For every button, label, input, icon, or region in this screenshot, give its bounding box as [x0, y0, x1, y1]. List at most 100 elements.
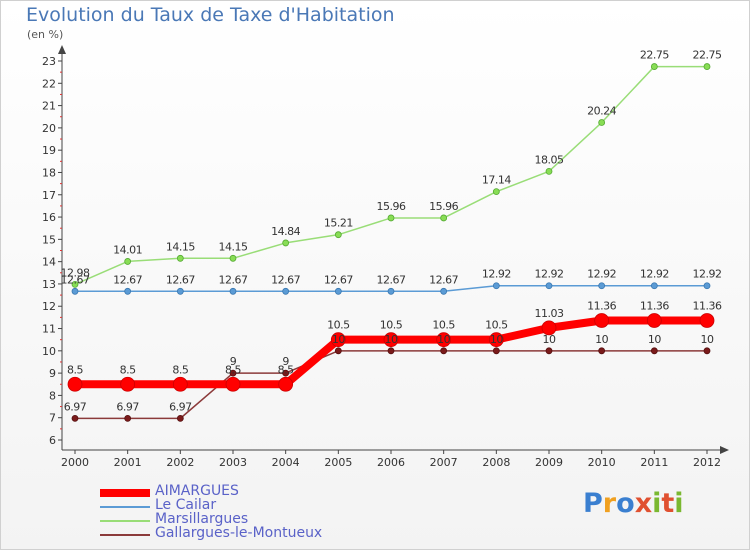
data-point	[71, 280, 79, 288]
x-tick-label: 2001	[114, 456, 142, 469]
y-tick-label: 7	[49, 412, 56, 425]
data-label: 10	[385, 333, 398, 346]
logo-letter: P	[583, 488, 603, 519]
y-tick-label: 9	[49, 367, 56, 380]
data-point	[594, 313, 610, 328]
data-label: 18.05	[535, 153, 564, 166]
data-point	[541, 320, 557, 336]
data-label: 12.67	[429, 273, 458, 286]
data-label: 14.01	[113, 243, 142, 256]
proxiti-logo: Proxiti	[583, 488, 684, 519]
data-point	[387, 287, 395, 295]
data-label: 12.67	[271, 273, 300, 286]
data-label: 10	[437, 333, 450, 346]
data-point	[703, 63, 711, 70]
data-point	[440, 214, 448, 222]
x-tick-label: 2012	[693, 456, 721, 469]
legend-swatch	[100, 520, 150, 522]
y-tick-label: 21	[42, 100, 56, 113]
logo-letter: i	[652, 488, 662, 519]
data-label: 11.36	[693, 300, 722, 313]
legend-label: Le Cailar	[155, 497, 217, 513]
x-tick-label: 2005	[324, 456, 352, 469]
data-label: 6.97	[64, 400, 87, 413]
logo-letter: t	[661, 488, 675, 519]
logo-letter: i	[674, 488, 684, 519]
y-tick-label: 20	[42, 122, 56, 135]
data-point	[387, 347, 395, 355]
data-label: 11.03	[535, 307, 564, 320]
x-tick-label: 2007	[430, 456, 458, 469]
data-point	[334, 287, 342, 295]
data-label: 10	[701, 333, 714, 346]
legend-label: Gallargues-le-Montueux	[155, 525, 323, 541]
data-point	[225, 376, 241, 392]
legend-swatch	[100, 489, 150, 497]
data-label: 9	[282, 355, 289, 368]
y-tick-label: 23	[42, 55, 56, 68]
data-point	[436, 332, 452, 348]
y-tick-label: 13	[42, 278, 56, 291]
data-label: 10	[490, 333, 503, 346]
data-label: 10.5	[485, 319, 508, 332]
data-label: 15.96	[377, 200, 406, 213]
data-point	[492, 347, 500, 355]
data-label: 8.5	[67, 363, 83, 376]
logo-letter: o	[616, 488, 635, 519]
data-label: 14.15	[219, 240, 248, 253]
data-label: 8.5	[120, 363, 136, 376]
data-point	[282, 287, 290, 295]
x-tick-label: 2010	[588, 456, 616, 469]
logo-letter: x	[634, 488, 653, 519]
data-point	[545, 282, 553, 290]
data-label: 12.98	[61, 266, 90, 279]
data-label: 8.5	[172, 363, 188, 376]
data-point	[650, 63, 658, 70]
data-label: 20.24	[587, 105, 616, 118]
y-tick-label: 19	[42, 144, 56, 157]
data-point	[67, 376, 83, 392]
x-tick-label: 2008	[482, 456, 510, 469]
data-label: 22.75	[693, 49, 722, 62]
data-point	[229, 254, 237, 262]
data-point	[646, 313, 662, 328]
data-point	[282, 369, 290, 377]
y-tick-label: 14	[42, 256, 56, 269]
data-point	[229, 369, 237, 377]
data-label: 10	[332, 333, 345, 346]
y-tick-label: 15	[42, 233, 56, 246]
data-point	[282, 239, 290, 247]
data-point	[488, 332, 504, 348]
data-point	[124, 414, 132, 422]
data-label: 11.36	[587, 300, 616, 313]
data-label: 15.21	[324, 217, 353, 230]
y-tick-label: 18	[42, 166, 56, 179]
data-point	[703, 282, 711, 290]
data-point	[330, 332, 346, 348]
y-tick-label: 6	[49, 434, 56, 447]
data-point	[124, 258, 132, 265]
data-point	[598, 119, 606, 126]
data-label: 12.67	[324, 273, 353, 286]
legend-swatch	[100, 506, 150, 508]
data-label: 12.67	[61, 273, 90, 286]
data-label: 10	[648, 333, 661, 346]
data-label: 12.92	[535, 268, 564, 281]
x-axis-arrow	[720, 446, 729, 454]
logo-letter: r	[602, 488, 617, 519]
data-label: 6.97	[116, 400, 139, 413]
data-point	[172, 376, 188, 392]
data-label: 15.96	[429, 200, 458, 213]
y-tick-label: 16	[42, 211, 56, 224]
x-tick-label: 2000	[61, 456, 89, 469]
x-tick-label: 2002	[166, 456, 194, 469]
data-point	[71, 287, 79, 295]
data-point	[545, 347, 553, 355]
data-point	[278, 376, 294, 392]
x-tick-label: 2003	[219, 456, 247, 469]
data-label: 10	[543, 333, 556, 346]
data-label: 8.5	[225, 363, 241, 376]
data-label: 10.5	[327, 319, 350, 332]
